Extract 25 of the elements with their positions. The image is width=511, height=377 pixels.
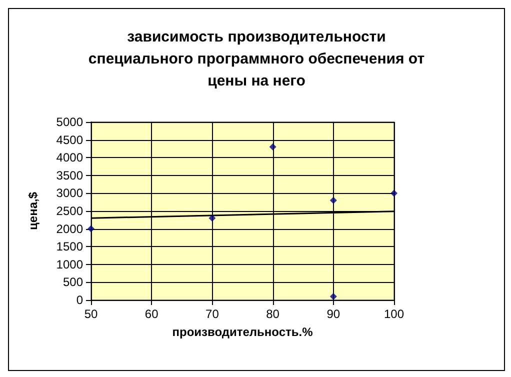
y-tick-label: 2000 xyxy=(56,222,84,236)
x-axis-title: производительность.% xyxy=(172,325,314,339)
point xyxy=(330,196,337,204)
y-tick-label: 1500 xyxy=(56,240,84,254)
y-tick-label: 5000 xyxy=(56,115,84,129)
point xyxy=(390,190,398,197)
y-tick-label: 1000 xyxy=(56,257,84,272)
x-tick-label: 50 xyxy=(84,307,98,321)
x-tick-label: 100 xyxy=(384,307,404,321)
y-tick-label: 3000 xyxy=(56,186,84,200)
point xyxy=(330,292,337,300)
point xyxy=(269,143,276,150)
y-tick-label: 3500 xyxy=(56,168,84,182)
y-axis-title: цена,$ xyxy=(26,192,40,230)
x-tick-label: 70 xyxy=(206,307,220,321)
x-tick-label: 80 xyxy=(266,307,280,321)
point xyxy=(208,214,216,222)
y-tick-label: 500 xyxy=(62,275,84,290)
y-tick-label: 4000 xyxy=(56,150,84,165)
y-tick-label: 2500 xyxy=(56,204,84,218)
x-tick-label: 90 xyxy=(326,307,340,321)
x-tick-label: 60 xyxy=(144,307,159,321)
y-tick-label: 4500 xyxy=(56,132,84,147)
chart-title: зависимость производительности специального программного обеспечения от цены на него xyxy=(88,28,425,90)
y-tick-label: 0 xyxy=(76,293,84,307)
